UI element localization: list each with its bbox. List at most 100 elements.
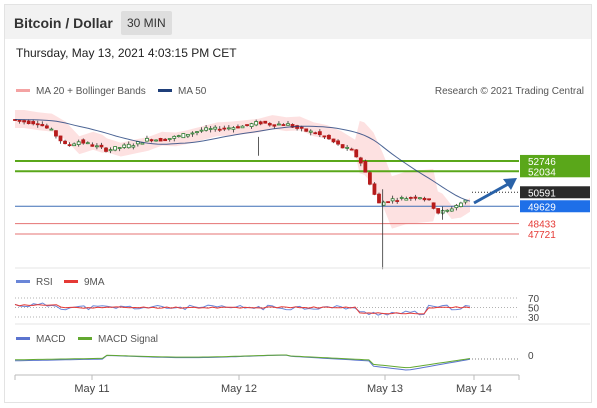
candle-up — [445, 209, 450, 212]
ma50-curve — [15, 119, 471, 202]
candle-up — [85, 142, 90, 145]
chart-header — [5, 5, 591, 39]
price-level-label-bg — [520, 165, 590, 178]
price-level-label-bg — [520, 186, 590, 199]
macd-signal-line — [14, 354, 471, 369]
candle-up — [276, 123, 281, 126]
candle-down — [367, 172, 372, 185]
candle-down — [272, 124, 277, 127]
candle-down — [290, 124, 295, 128]
candle-up — [199, 129, 204, 132]
ma20-legend-label: MA 20 + Bollinger Bands — [36, 86, 146, 97]
candle-down — [422, 197, 427, 201]
rsi-legend-swatch — [16, 280, 30, 283]
candle-down — [267, 123, 272, 126]
candle-down — [17, 119, 22, 122]
candle-up — [404, 198, 409, 201]
ma9-legend-swatch — [64, 280, 78, 283]
candle-down — [313, 132, 318, 135]
macd-signal-legend-swatch — [78, 337, 92, 340]
rsi-legend-label: RSI — [36, 277, 53, 288]
candle-down — [363, 160, 368, 173]
candle-down — [327, 134, 331, 140]
candle-down — [304, 128, 309, 132]
candle-down — [436, 208, 441, 214]
candle-up — [140, 142, 145, 145]
candle-down — [340, 144, 345, 149]
ma50-legend-label: MA 50 — [178, 86, 207, 97]
candle-up — [95, 145, 99, 148]
macd-legend-swatch — [16, 337, 30, 340]
x-axis: May 11 May 12 May 13 May 14 — [14, 375, 520, 395]
candle-up — [126, 143, 131, 149]
price-level-label: 52034 — [528, 167, 556, 178]
candle-up — [240, 125, 245, 129]
candle-up — [204, 127, 209, 131]
candle-up — [254, 121, 259, 126]
candle-down — [104, 147, 108, 152]
candle-down — [358, 157, 363, 164]
candle-up — [231, 127, 236, 130]
macd-line — [14, 354, 471, 371]
candle-up — [208, 128, 213, 130]
candle-up — [195, 131, 199, 134]
candle-down — [236, 126, 240, 129]
candle-down — [377, 193, 381, 204]
x-tick-label: May 12 — [221, 383, 257, 395]
x-tick-label: May 14 — [456, 383, 492, 395]
candle-down — [149, 139, 154, 142]
rsi-ma-line — [14, 304, 471, 315]
candle-up — [418, 197, 422, 200]
candle-down — [44, 125, 49, 129]
bollinger-area — [15, 110, 470, 229]
rsi-level-label: 70 — [528, 294, 540, 305]
candle-down — [81, 139, 86, 144]
macd-panel: 0 — [14, 351, 534, 371]
candle-up — [113, 146, 117, 151]
ma9-legend-label: 9MA — [84, 277, 105, 288]
candle-up — [181, 133, 186, 139]
target-arrow-head — [503, 178, 517, 190]
candle-down — [217, 128, 222, 131]
chart-widget — [4, 4, 592, 403]
candle-down — [99, 144, 104, 148]
price-level-label: 49629 — [528, 202, 556, 213]
candle-down — [67, 144, 72, 147]
target-arrow-shaft — [473, 181, 511, 205]
candle-up — [176, 135, 181, 138]
bollinger-band — [15, 110, 470, 229]
candle-down — [40, 124, 45, 127]
candle-up — [390, 198, 395, 202]
price-level-label: 48433 — [528, 220, 556, 231]
candle-down — [222, 127, 227, 130]
candle-down — [163, 138, 168, 142]
candle-down — [331, 138, 336, 143]
candle-down — [372, 183, 377, 195]
candle-up — [399, 197, 404, 199]
candle-up — [249, 123, 254, 127]
credit-label: Research © 2021 Trading Central — [435, 86, 584, 97]
candle-down — [258, 121, 263, 125]
candle-up — [190, 132, 195, 135]
instrument-title: Bitcoin / Dollar — [14, 15, 113, 31]
candle-up — [449, 208, 454, 212]
price-level-label: 47721 — [528, 230, 556, 241]
rsi-level-label: 50 — [528, 304, 540, 315]
candle-up — [226, 127, 231, 130]
timeframe-button[interactable]: 30 MIN — [121, 11, 172, 35]
candle-up — [454, 205, 459, 209]
candle-up — [381, 201, 386, 206]
candle-down — [354, 149, 359, 158]
x-tick-label: May 13 — [367, 383, 403, 395]
candle-down — [54, 130, 58, 137]
target-arrow — [473, 178, 517, 205]
candle-down — [349, 148, 354, 151]
candle-up — [213, 126, 218, 130]
candle-down — [295, 125, 300, 129]
candle-down — [158, 138, 163, 142]
candle-down — [263, 120, 268, 124]
candle-down — [281, 124, 286, 126]
candle-down — [63, 140, 67, 145]
candle-down — [427, 198, 431, 201]
